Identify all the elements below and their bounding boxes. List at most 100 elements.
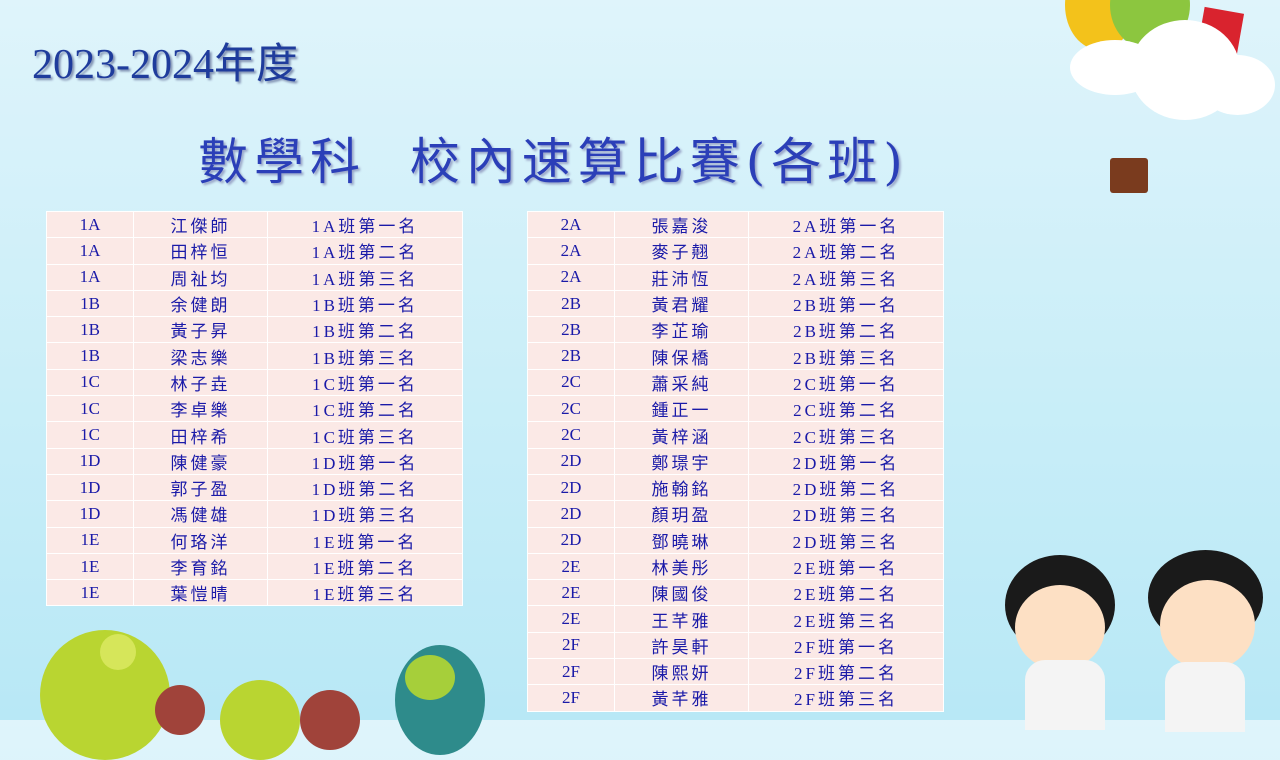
award-cell: 1A班第一名 [267,210,463,239]
class-cell: 2F [527,658,615,686]
award-cell: 2A班第二名 [748,237,944,265]
class-cell: 2C [527,368,615,397]
class-cell: 2B [527,342,615,370]
student-name-cell: 張嘉浚 [614,210,749,239]
class-cell: 1C [46,421,134,449]
table-row: 2A 莊沛恆 2A班第三名 [527,263,944,291]
award-cell: 2A班第三名 [748,263,944,291]
award-cell: 2D班第三名 [748,526,944,554]
award-cell: 1B班第三名 [267,342,463,370]
student-name-cell: 陳國俊 [614,579,749,607]
class-cell: 1E [46,526,134,554]
table-row: 1B 余健朗 1B班第一名 [46,289,463,318]
table-row: 1C 林子垚 1C班第一名 [46,368,463,397]
class-cell: 2C [527,395,615,423]
class-cell: 2D [527,500,615,528]
class-cell: 1C [46,368,134,397]
award-cell: 1C班第二名 [267,395,463,423]
student-name-cell: 田梓恒 [133,237,268,265]
student-name-cell: 余健朗 [133,289,268,318]
table-row: 1D 馮健雄 1D班第三名 [46,500,463,528]
student-name-cell: 陳健豪 [133,447,268,475]
class-cell: 2B [527,289,615,318]
award-cell: 2D班第三名 [748,500,944,528]
student-name-cell: 林美彤 [614,552,749,581]
student-name-cell: 李芷瑜 [614,316,749,344]
table-row: 1E 何珞洋 1E班第一名 [46,526,463,554]
student-name-cell: 李卓樂 [133,395,268,423]
student-name-cell: 梁志樂 [133,342,268,370]
table-row: 1E 葉愷晴 1E班第三名 [46,579,463,607]
student-name-cell: 周祉均 [133,263,268,291]
class-cell: 1A [46,210,134,239]
award-cell: 1D班第三名 [267,500,463,528]
class-cell: 2E [527,552,615,581]
table-row: 2B 黃君耀 2B班第一名 [527,289,944,318]
table-row: 2C 黃梓涵 2C班第三名 [527,421,944,449]
award-cell: 1B班第一名 [267,289,463,318]
table-row: 2B 李芷瑜 2B班第二名 [527,316,944,344]
table-row: 1D 郭子盈 1D班第二名 [46,473,463,502]
table-row: 2E 林美彤 2E班第一名 [527,552,944,581]
table-row: 2D 鄭璟宇 2D班第一名 [527,447,944,475]
class-cell: 2A [527,237,615,265]
class-cell: 2D [527,447,615,475]
table-row: 2F 陳熙妍 2F班第二名 [527,658,944,686]
class-cell: 2E [527,605,615,633]
table-row: 2C 蕭采純 2C班第一名 [527,368,944,397]
class-cell: 2A [527,210,615,239]
award-cell: 1D班第二名 [267,473,463,502]
table-row: 2F 許昊軒 2F班第一名 [527,631,944,660]
table-row: 2F 黃芊雅 2F班第三名 [527,684,944,712]
award-cell: 2B班第一名 [748,289,944,318]
student-name-cell: 施翰銘 [614,473,749,502]
award-cell: 1B班第二名 [267,316,463,344]
class-cell: 2D [527,526,615,554]
award-cell: 2B班第三名 [748,342,944,370]
class-cell: 1B [46,289,134,318]
page-title: 數學科 校內速算比賽(各班) [198,133,909,191]
student-name-cell: 王芊雅 [614,605,749,633]
award-cell: 1D班第一名 [267,447,463,475]
award-cell: 2C班第三名 [748,421,944,449]
award-cell: 1A班第三名 [267,263,463,291]
award-cell: 1E班第一名 [267,526,463,554]
table-row: 1A 周祉均 1A班第三名 [46,263,463,291]
class-cell: 2C [527,421,615,449]
student-name-cell: 許昊軒 [614,631,749,660]
table-row: 2D 施翰銘 2D班第二名 [527,473,944,502]
student-name-cell: 林子垚 [133,368,268,397]
class-cell: 2F [527,684,615,712]
award-cell: 2F班第三名 [748,684,944,712]
table-row: 1A 江傑師 1A班第一名 [46,210,463,239]
award-cell: 1E班第三名 [267,579,463,607]
student-name-cell: 莊沛恆 [614,263,749,291]
student-name-cell: 李育銘 [133,552,268,581]
school-year: 2023-2024年度 [32,42,298,88]
student-name-cell: 馮健雄 [133,500,268,528]
class-cell: 1C [46,395,134,423]
table-row: 1C 李卓樂 1C班第二名 [46,395,463,423]
class-cell: 2D [527,473,615,502]
table-row: 1B 黃子昇 1B班第二名 [46,316,463,344]
award-cell: 2F班第二名 [748,658,944,686]
student-name-cell: 黃梓涵 [614,421,749,449]
table-row: 1E 李育銘 1E班第二名 [46,552,463,581]
award-cell: 2D班第二名 [748,473,944,502]
student-name-cell: 郭子盈 [133,473,268,502]
student-name-cell: 田梓希 [133,421,268,449]
award-cell: 2E班第二名 [748,579,944,607]
class-cell: 1D [46,473,134,502]
student-name-cell: 黃君耀 [614,289,749,318]
table-row: 2D 顏玥盈 2D班第三名 [527,500,944,528]
award-cell: 2E班第一名 [748,552,944,581]
student-name-cell: 鄧曉琳 [614,526,749,554]
student-name-cell: 鄭璟宇 [614,447,749,475]
award-cell: 2C班第二名 [748,395,944,423]
class-cell: 2F [527,631,615,660]
award-cell: 1C班第一名 [267,368,463,397]
class-cell: 2E [527,579,615,607]
class-cell: 1E [46,552,134,581]
award-cell: 2D班第一名 [748,447,944,475]
class-cell: 1A [46,237,134,265]
